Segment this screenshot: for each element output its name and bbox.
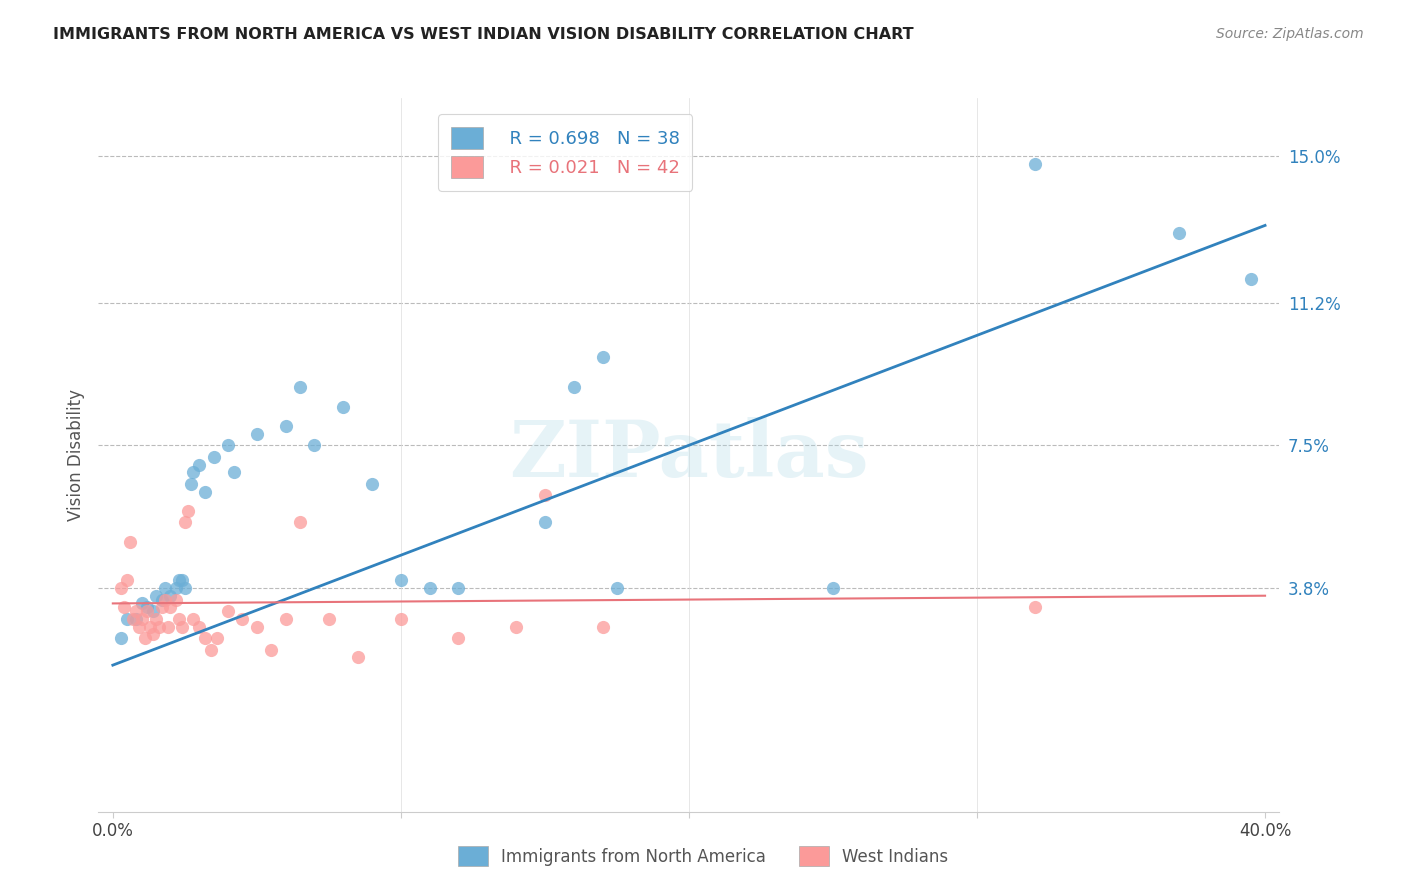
Point (131, 596, 153, 610)
Point (159, 589, 181, 603)
Point (150, 592, 173, 607)
Point (202, 450, 225, 464)
Point (173, 581, 195, 595)
Point (122, 612, 145, 626)
Point (562, 380, 585, 394)
Point (183, 465, 205, 479)
Point (153, 581, 176, 595)
Point (205, 631, 228, 645)
Point (128, 619, 150, 633)
Y-axis label: Vision Disability: Vision Disability (66, 389, 84, 521)
Point (821, 581, 844, 595)
Text: Source: ZipAtlas.com: Source: ZipAtlas.com (1216, 27, 1364, 41)
Point (148, 619, 170, 633)
Point (217, 438, 239, 452)
Point (145, 612, 167, 626)
Point (173, 516, 195, 530)
Point (125, 604, 148, 618)
Point (274, 612, 297, 626)
Point (156, 619, 179, 633)
Point (134, 631, 156, 645)
Point (246, 426, 269, 441)
Point (200, 642, 222, 657)
Point (142, 604, 165, 618)
Point (288, 516, 311, 530)
Point (188, 458, 211, 472)
Point (167, 612, 190, 626)
Point (170, 619, 193, 633)
Point (1240, 272, 1263, 286)
Point (332, 400, 354, 414)
Point (120, 534, 142, 549)
Point (389, 574, 412, 588)
Point (260, 642, 283, 657)
Point (318, 612, 340, 626)
Point (304, 438, 326, 452)
Point (180, 476, 202, 491)
Point (110, 631, 132, 645)
Point (1167, 226, 1189, 240)
Point (592, 350, 614, 364)
Point (112, 600, 135, 615)
Point (136, 600, 159, 615)
Point (177, 504, 200, 518)
Point (246, 619, 269, 633)
Point (115, 612, 138, 626)
Point (534, 488, 557, 502)
Point (145, 589, 167, 603)
Point (505, 619, 527, 633)
Point (125, 612, 148, 626)
Point (142, 627, 165, 641)
Point (1024, 157, 1046, 171)
Point (153, 592, 176, 607)
Point (194, 484, 217, 499)
Legend:   R = 0.698   N = 38,   R = 0.021   N = 42: R = 0.698 N = 38, R = 0.021 N = 42 (439, 114, 692, 191)
Point (1024, 600, 1046, 615)
Point (194, 631, 217, 645)
Point (183, 612, 205, 626)
Point (447, 631, 470, 645)
Point (188, 619, 211, 633)
Point (447, 581, 470, 595)
Text: IMMIGRANTS FROM NORTH AMERICA VS WEST INDIAN VISION DISABILITY CORRELATION CHART: IMMIGRANTS FROM NORTH AMERICA VS WEST IN… (53, 27, 914, 42)
Point (231, 612, 253, 626)
Point (361, 476, 384, 491)
Point (170, 574, 193, 588)
Point (150, 600, 173, 615)
Point (110, 581, 132, 595)
Point (274, 419, 297, 434)
Point (389, 612, 412, 626)
Point (136, 604, 159, 618)
Point (131, 612, 153, 626)
Point (139, 619, 162, 633)
Point (222, 465, 245, 479)
Text: ZIPatlas: ZIPatlas (509, 417, 869, 493)
Point (592, 619, 614, 633)
Point (217, 604, 239, 618)
Point (159, 600, 181, 615)
Point (606, 581, 628, 595)
Point (419, 581, 441, 595)
Point (165, 592, 187, 607)
Point (346, 650, 368, 665)
Point (167, 574, 190, 588)
Point (115, 574, 138, 588)
Point (165, 581, 187, 595)
Legend: Immigrants from North America, West Indians: Immigrants from North America, West Indi… (449, 838, 957, 875)
Point (288, 380, 311, 394)
Point (534, 516, 557, 530)
